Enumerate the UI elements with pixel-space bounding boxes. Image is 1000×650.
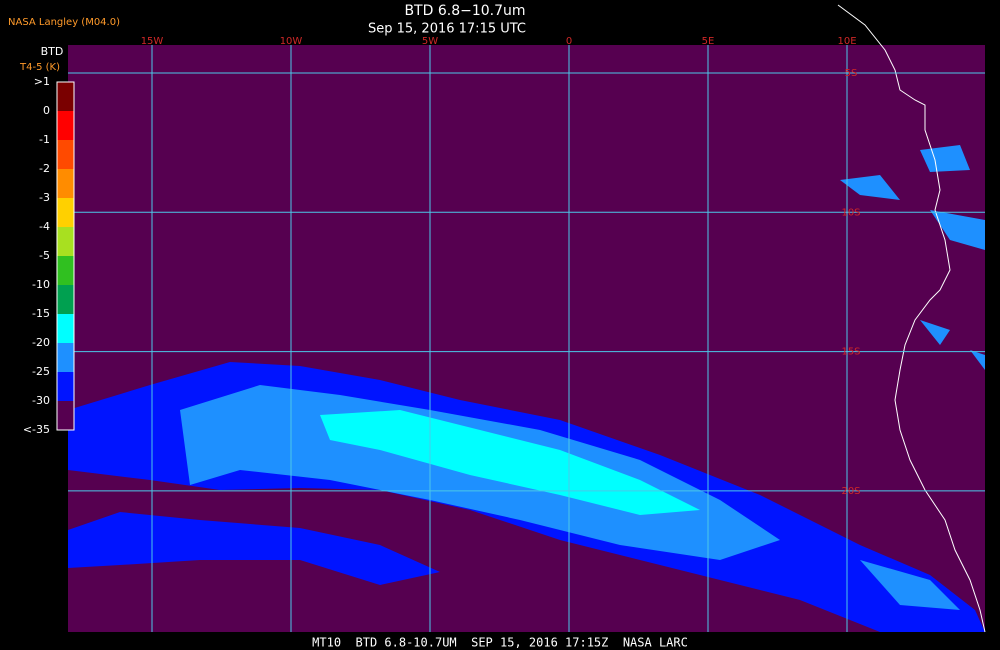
title: BTD 6.8−10.7um (404, 3, 525, 19)
colorbar-swatch (57, 140, 74, 169)
longitude-label: 15W (141, 36, 164, 47)
source-label: NASA Langley (M04.0) (8, 17, 120, 28)
longitude-label: 10E (837, 36, 856, 47)
longitude-label: 5W (422, 36, 438, 47)
colorbar-swatch (57, 314, 74, 343)
colorbar-swatch (57, 256, 74, 285)
cloud-region (860, 560, 960, 610)
latitude-label: 20S (841, 486, 860, 497)
cloud-field (68, 145, 985, 632)
longitude-label: 0 (566, 36, 572, 47)
subtitle: Sep 15, 2016 17:15 UTC (368, 22, 526, 37)
colorbar-swatch (57, 198, 74, 227)
colorbar-label: 0 (43, 104, 50, 117)
colorbar-label: -30 (32, 394, 50, 407)
colorbar-swatch (57, 401, 74, 430)
cloud-core (320, 410, 700, 515)
colorbar-label: -2 (39, 162, 50, 175)
latitude-label: 15S (841, 347, 860, 358)
colorbar-swatch (57, 111, 74, 140)
colorbar-swatch (57, 82, 74, 111)
colorbar-swatch (57, 285, 74, 314)
colorbar-swatch (57, 169, 74, 198)
coastline (837, 4, 986, 633)
colorbar-unit: T4-5 (K) (19, 62, 60, 73)
footer: MT10 BTD 6.8-10.7UM SEP 15, 2016 17:15Z … (312, 636, 688, 650)
colorbar-label: -20 (32, 336, 50, 349)
colorbar-title: BTD (41, 45, 64, 58)
latitude-label: 10S (841, 207, 860, 218)
longitude-label: 10W (280, 36, 303, 47)
colorbar-label: >1 (34, 75, 50, 88)
colorbar-label: -1 (39, 133, 50, 146)
colorbar-label: -15 (32, 307, 50, 320)
colorbar-label: -25 (32, 365, 50, 378)
latitude-label: 5S (845, 68, 858, 79)
colorbar-label: -5 (39, 249, 50, 262)
colorbar-swatch (57, 372, 74, 401)
longitude-label: 5E (702, 36, 715, 47)
colorbar-label: -3 (39, 191, 50, 204)
colorbar-swatch (57, 227, 74, 256)
colorbar-label: -4 (39, 220, 50, 233)
colorbar-swatch (57, 343, 74, 372)
colorbar-frame (56, 81, 75, 431)
cloud-region (68, 512, 440, 585)
colorbar-label: -10 (32, 278, 50, 291)
colorbar-label: <-35 (23, 423, 50, 436)
